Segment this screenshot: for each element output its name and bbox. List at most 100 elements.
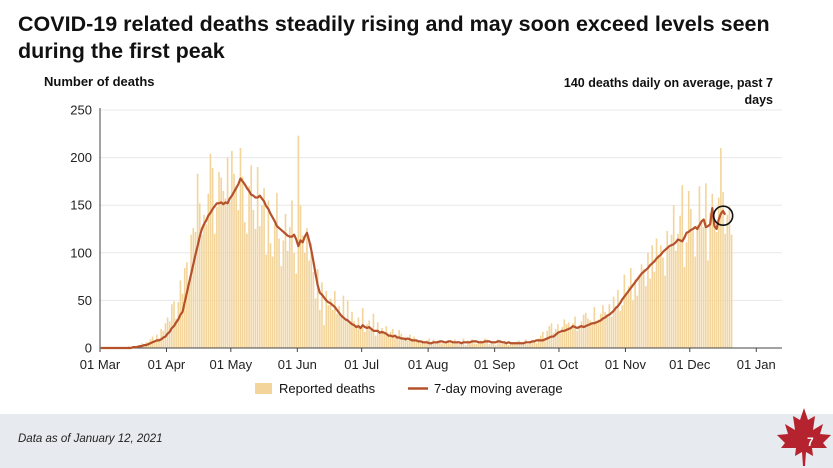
bar [342,295,345,348]
bar [254,229,257,348]
bar [383,333,385,348]
bar [177,302,180,348]
bar [694,256,696,348]
bar [194,231,197,348]
bar [329,298,332,348]
bar [653,271,656,348]
bar [409,334,411,348]
bar [559,333,561,348]
footer-bar: Data as of January 12, 2021 [0,414,833,468]
bar [379,330,381,348]
bar [361,308,364,348]
y-tick-label: 100 [70,245,92,260]
bar [183,268,186,348]
bar [638,274,641,348]
bar [456,341,458,348]
bar [705,183,707,348]
bar [286,250,289,348]
bar [469,342,471,348]
bar [479,340,482,348]
y-ticks: 0 50 100 150 200 250 [70,103,92,356]
bar [687,190,690,348]
bar [250,165,253,348]
bar [698,186,701,348]
bar [471,339,473,348]
bar [619,310,621,348]
bar [726,214,729,348]
bar [466,340,469,348]
bar [299,205,302,348]
bar [273,224,276,348]
bar [271,256,274,348]
bar [278,238,280,348]
bar [261,205,263,348]
bar [314,298,317,348]
bar [634,279,636,348]
bar [340,315,343,348]
bar [610,316,613,348]
bar [563,319,566,348]
bar [188,281,190,348]
y-tick-label: 200 [70,150,92,165]
bar [507,345,510,348]
bar [404,336,407,348]
y-axis-label: Number of deaths [44,74,155,89]
bar [683,267,686,348]
bar [319,309,321,348]
bar [544,339,546,348]
bar [567,322,570,348]
bar [668,248,671,348]
x-tick-label: 01 Aug [408,357,449,372]
bar [702,227,705,348]
bar [524,339,527,348]
bar [664,275,666,348]
bar [578,325,581,348]
bar [625,292,628,348]
bar [256,167,259,348]
bar [597,319,600,348]
bar [561,327,563,348]
bar [216,207,218,348]
bar [355,325,358,348]
bar [655,238,658,348]
callout-text: 140 deaths daily on average, past 7 days [563,76,773,107]
bar [295,273,298,348]
bar [321,282,323,348]
bar [430,343,433,348]
bar [645,286,647,348]
bar [447,340,450,348]
bar [647,252,649,348]
bar [458,344,461,348]
x-tick-label: 01 Oct [540,357,579,372]
bar [398,329,400,348]
bar [233,173,235,348]
bar [662,257,664,348]
page-number: 7 [807,435,814,449]
x-tick-label: 01 Apr [148,357,186,372]
bar [589,320,591,348]
bar [580,321,583,348]
bar [284,213,287,348]
chart-area: 0 50 100 150 200 250 01 Mar 01 Apr 01 May 01 Jun… [70,103,782,396]
bar [308,260,310,348]
bar [636,295,639,348]
x-tick-label: 01 Dec [669,357,711,372]
bar [602,305,604,348]
bar [370,328,373,348]
bar [679,215,681,348]
bar [488,344,491,348]
bar [258,226,261,348]
bar [323,325,325,348]
bar [235,186,237,348]
x-tick-label: 01 Nov [605,357,647,372]
bar [681,185,684,348]
bar [297,135,300,348]
bar [415,339,418,348]
legend: Reported deaths 7-day moving average [255,381,563,396]
x-ticks: 01 Mar 01 Apr 01 May 01 Jun 01 Jul 01 Aug 01 S… [80,348,776,372]
bar [595,321,598,348]
bar [201,234,203,348]
bar [497,339,499,348]
bar [368,320,370,348]
bar [175,318,177,348]
